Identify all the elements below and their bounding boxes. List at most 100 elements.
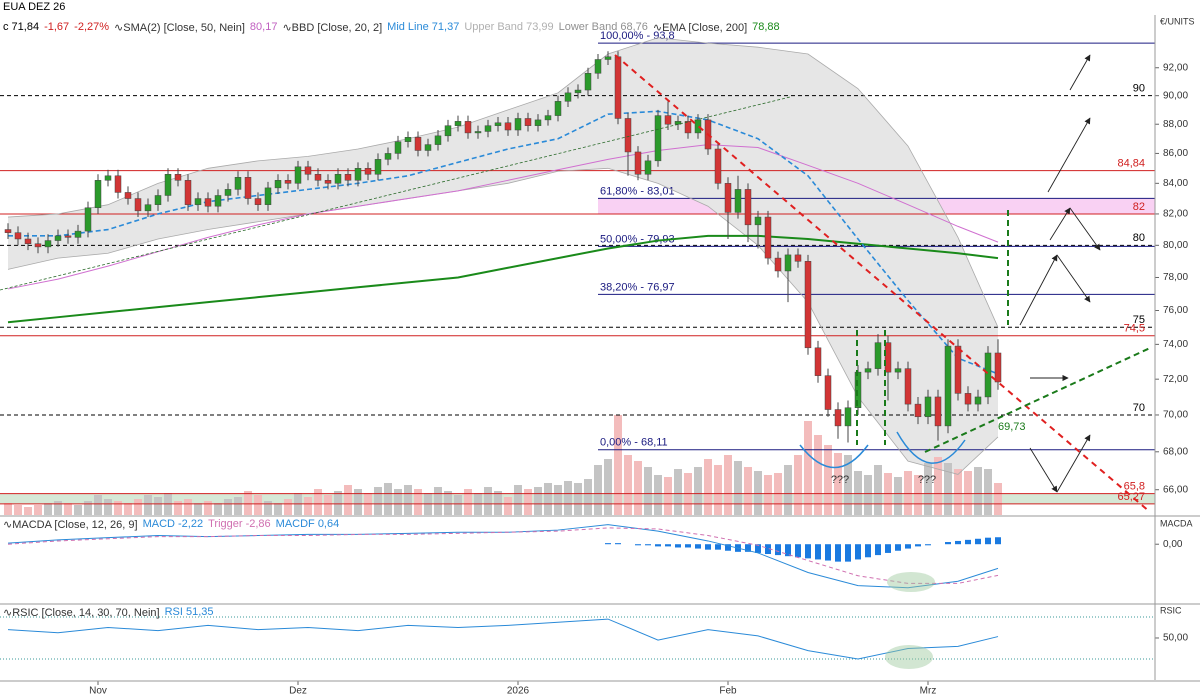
candle-body bbox=[844, 407, 852, 427]
histogram-bar bbox=[765, 544, 771, 555]
candle-body bbox=[934, 396, 942, 427]
indicator-line bbox=[7, 37, 999, 328]
annotations: ??? ??? 69,73 €/UNITS MACDA RSIC bbox=[0, 15, 1200, 682]
candle-body bbox=[884, 342, 892, 373]
volume-bar bbox=[974, 467, 982, 515]
trend-line bbox=[924, 347, 1151, 453]
candle-body bbox=[604, 56, 612, 60]
volume-bar bbox=[994, 483, 1002, 515]
volume-bar bbox=[584, 479, 592, 515]
indicator-line bbox=[8, 110, 999, 375]
candle-body bbox=[174, 174, 182, 181]
histogram-bar bbox=[775, 544, 781, 556]
volume-bar bbox=[834, 453, 842, 515]
volume-bar bbox=[674, 469, 682, 515]
volume-bar bbox=[194, 503, 202, 515]
histogram-bar bbox=[985, 537, 991, 545]
candle-body bbox=[984, 352, 992, 398]
candle-body bbox=[424, 144, 432, 151]
level-label: 84,84 bbox=[1117, 158, 1145, 170]
volume-bar bbox=[544, 483, 552, 515]
candle-body bbox=[54, 235, 62, 241]
legend: c 71,84 -1,67 -2,27% ∿SMA(2) [Close, 50, Ne… bbox=[3, 21, 780, 34]
volume-bar bbox=[604, 459, 612, 515]
candle-body bbox=[754, 216, 762, 226]
candle-body bbox=[124, 192, 132, 199]
volume-bar bbox=[454, 495, 462, 515]
fib-label: 100,00% - 93,8 bbox=[600, 30, 675, 42]
legend-item: RSI 51,35 bbox=[164, 606, 214, 618]
volume-bar bbox=[594, 465, 602, 515]
histogram-bar bbox=[975, 538, 981, 545]
candle-body bbox=[24, 238, 32, 244]
volume-bar bbox=[464, 489, 472, 515]
histogram-bar bbox=[815, 544, 821, 560]
candle-body bbox=[714, 148, 722, 184]
volume-bar bbox=[14, 505, 22, 515]
candle-body bbox=[214, 195, 222, 207]
candle-body bbox=[254, 198, 262, 205]
volume-bar bbox=[704, 459, 712, 515]
x-tick-label: Dez bbox=[289, 686, 307, 697]
volume-bar bbox=[554, 485, 562, 515]
candle-body bbox=[184, 180, 192, 205]
volume-bar bbox=[34, 505, 42, 515]
y-tick-label: 80,00 bbox=[1163, 240, 1188, 251]
candle-body bbox=[244, 177, 252, 199]
candle-body bbox=[654, 115, 662, 162]
candle-body bbox=[994, 352, 1002, 383]
candle-body bbox=[354, 168, 362, 181]
candle-body bbox=[734, 189, 742, 213]
trend-line bbox=[614, 54, 1151, 513]
candle-body bbox=[864, 368, 872, 373]
legend-item: -2,27% bbox=[74, 21, 110, 33]
chart-title: EUA DEZ 26 bbox=[3, 1, 66, 13]
volume-bar bbox=[634, 461, 642, 515]
candle-body bbox=[394, 141, 402, 154]
level-label: 75 bbox=[1133, 314, 1145, 326]
y-tick-label: 86,00 bbox=[1163, 148, 1188, 159]
candle-body bbox=[774, 257, 782, 272]
volume-bar bbox=[814, 435, 822, 515]
candle-body bbox=[44, 240, 52, 248]
highlight bbox=[887, 572, 935, 592]
histogram-bar bbox=[695, 544, 701, 549]
histogram-bar bbox=[885, 544, 891, 553]
histogram-bar bbox=[715, 544, 721, 550]
volume-bar bbox=[784, 465, 792, 515]
candle-body bbox=[74, 230, 82, 238]
indicator-line bbox=[7, 167, 999, 475]
histogram-bar bbox=[645, 544, 651, 546]
volume-bar bbox=[154, 497, 162, 515]
volume-bar bbox=[354, 489, 362, 515]
level-label: 65,8 bbox=[1124, 480, 1145, 492]
volume-bar bbox=[174, 501, 182, 515]
candle-body bbox=[34, 243, 42, 248]
level-label: 82 bbox=[1133, 201, 1145, 213]
candle-body bbox=[614, 56, 622, 119]
scenario-arrows bbox=[1019, 54, 1101, 493]
volume-bar bbox=[314, 489, 322, 515]
histogram-bar bbox=[655, 544, 661, 547]
volume-bar bbox=[654, 475, 662, 515]
candle-body bbox=[104, 175, 112, 181]
volume-bar bbox=[84, 501, 92, 515]
histogram-bar bbox=[685, 544, 691, 548]
volume-bar bbox=[924, 463, 932, 515]
candle-body bbox=[814, 347, 822, 376]
candle-body bbox=[664, 115, 672, 125]
candle-body bbox=[724, 183, 732, 213]
highlight bbox=[885, 645, 933, 669]
volume-bar bbox=[384, 483, 392, 515]
unit-label: €/UNITS bbox=[1160, 16, 1195, 26]
volume-bar bbox=[714, 465, 722, 515]
volume-bar bbox=[4, 503, 12, 515]
fib-label: 50,00% - 79,93 bbox=[600, 233, 675, 245]
volume-bar bbox=[144, 495, 152, 515]
candle-body bbox=[344, 174, 352, 181]
annotation-text: ??? bbox=[918, 474, 936, 486]
volume-bar bbox=[664, 477, 672, 515]
candle-body bbox=[234, 177, 242, 190]
legend-item: ∿BBD [Close, 20, 2] bbox=[282, 22, 383, 34]
